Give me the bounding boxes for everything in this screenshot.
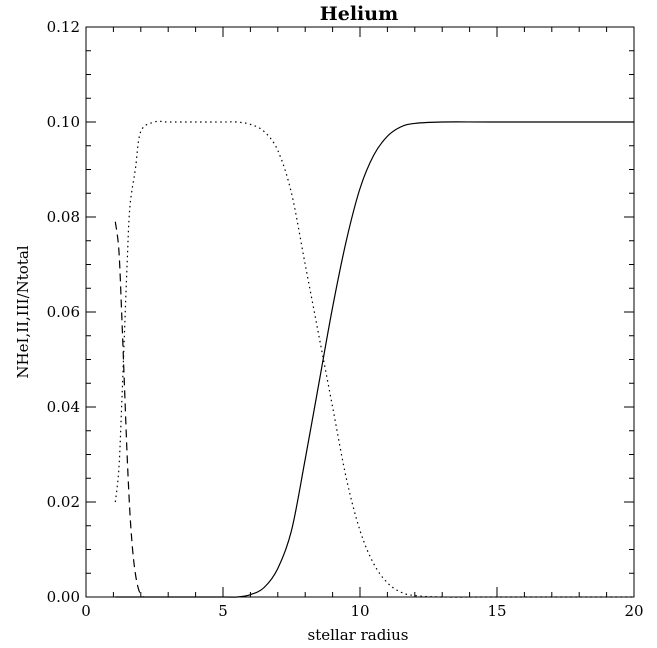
x-tick-label: 15 [487, 602, 506, 620]
plot-frame [85, 26, 635, 598]
y-tick-label: 0.08 [47, 208, 80, 226]
x-axis-title: stellar radius [308, 626, 409, 644]
x-tick-label: 20 [624, 602, 643, 620]
y-tick-label: 0.04 [47, 398, 80, 416]
y-tick-label: 0.12 [47, 18, 80, 36]
x-tick-label: 5 [218, 602, 228, 620]
series-lines [114, 120, 634, 598]
series-line-solid [115, 121, 634, 598]
y-tick-label: 0.02 [47, 493, 80, 511]
series-line-dashed [114, 221, 144, 598]
axis-ticks [85, 26, 635, 598]
y-tick-label: 0.06 [47, 303, 80, 321]
x-tick-label: 10 [350, 602, 369, 620]
x-tick-label: 0 [81, 602, 91, 620]
series-line-dotted [114, 120, 634, 598]
chart-title: Helium [320, 3, 398, 25]
y-axis-title: NHeI,II,III/Ntotal [14, 245, 32, 378]
axis-tick-labels: 0 5 10 15 20 0.00 0.02 0.04 0.06 0.08 0.10 0.12 [47, 18, 644, 620]
y-tick-label: 0.00 [47, 588, 80, 606]
y-tick-label: 0.10 [47, 113, 80, 131]
